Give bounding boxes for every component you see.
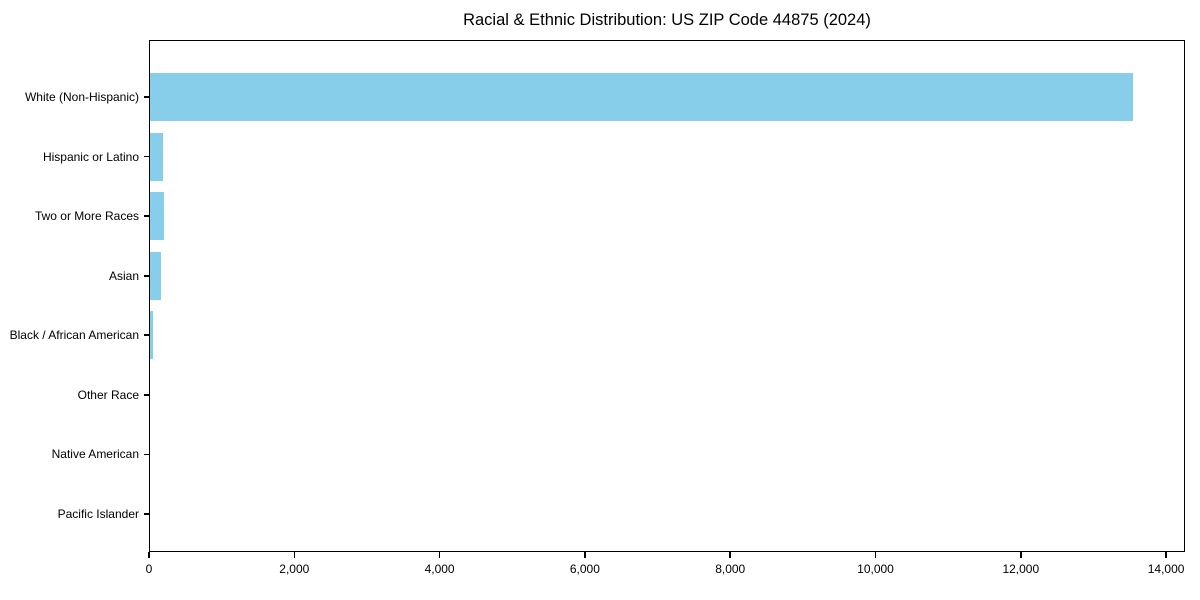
y-tick-mark	[144, 513, 149, 515]
x-tick-mark	[1165, 552, 1167, 558]
y-tick-mark	[144, 215, 149, 217]
x-tick-label: 10,000	[857, 562, 894, 576]
x-tick-label: 4,000	[424, 562, 455, 576]
y-tick-mark	[144, 453, 149, 456]
x-tick-mark	[1020, 552, 1022, 558]
x-tick-label: 12,000	[1002, 562, 1040, 576]
y-tick-label: Black / African American	[9, 328, 139, 343]
x-tick-mark	[584, 552, 586, 558]
x-tick-label: 2,000	[279, 562, 310, 576]
bar-native-american	[149, 430, 150, 479]
y-tick-label: Two or More Races	[34, 209, 139, 224]
y-tick-label: Other Race	[77, 387, 139, 402]
x-tick-mark	[874, 552, 877, 558]
bar-two-or-more-races	[149, 192, 165, 241]
x-tick-mark	[438, 552, 441, 558]
y-tick-label: Hispanic or Latino	[42, 149, 139, 164]
chart-title: Racial & Ethnic Distribution: US ZIP Cod…	[463, 11, 871, 29]
bar-black-african-american	[149, 311, 154, 360]
x-tick-label: 8,000	[715, 562, 746, 576]
bar-hispanic-or-latino	[149, 132, 164, 181]
y-tick-label: White (Non-Hispanic)	[24, 90, 139, 104]
y-tick-mark	[144, 394, 149, 396]
x-tick-mark	[148, 552, 150, 558]
y-tick-label: Native American	[51, 447, 139, 462]
y-tick-label: Asian	[108, 268, 139, 283]
bar-asian	[149, 251, 162, 300]
x-tick-label: 6,000	[569, 562, 600, 576]
y-tick-label: Pacific Islander	[57, 506, 139, 521]
y-tick-mark	[144, 274, 149, 277]
x-tick-mark	[729, 552, 731, 558]
x-tick-label: 14,000	[1147, 562, 1185, 576]
x-tick-label: 0	[145, 562, 153, 576]
y-tick-mark	[144, 334, 149, 337]
x-tick-mark	[293, 552, 296, 558]
y-tick-mark	[144, 155, 149, 158]
y-tick-mark	[144, 96, 149, 98]
bar-white-non-hispanic	[149, 73, 1134, 121]
